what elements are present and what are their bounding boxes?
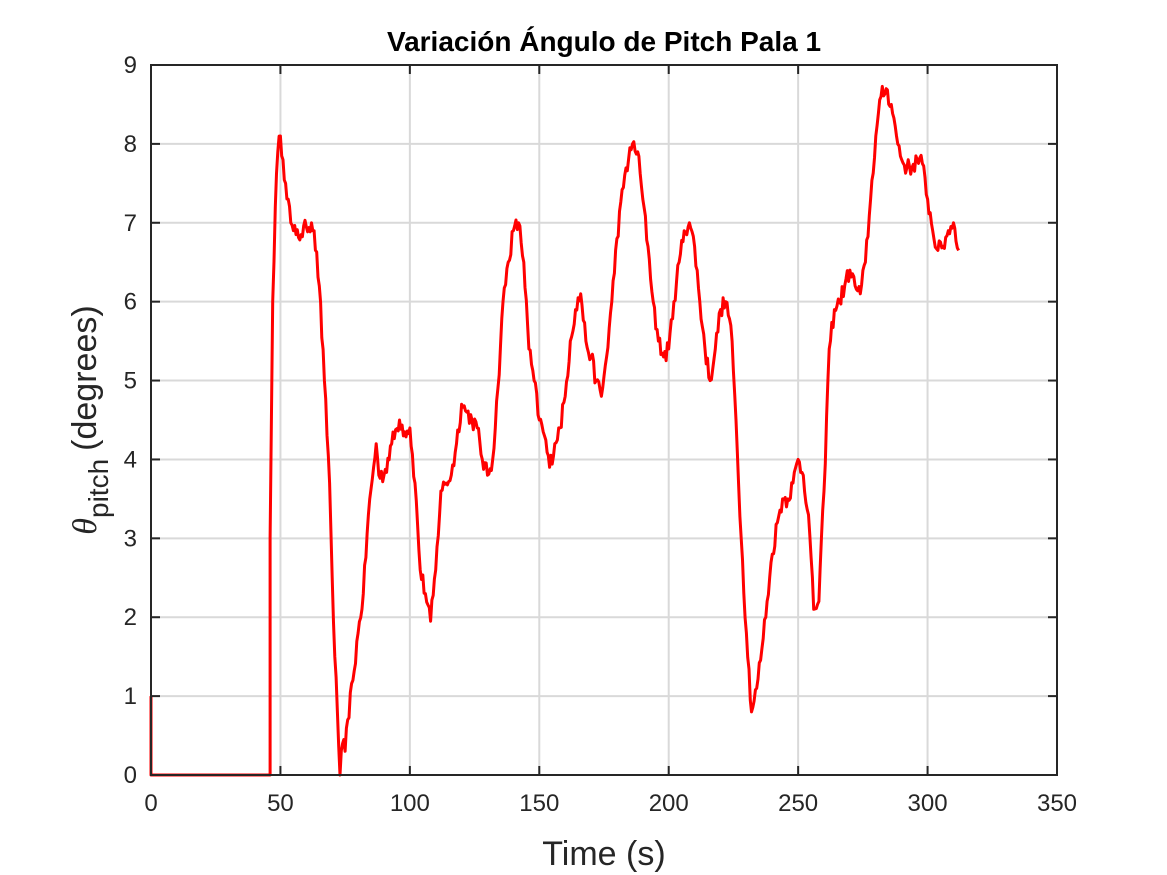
x-tick-label-0: 0 — [144, 790, 157, 817]
plot-area — [151, 65, 1057, 775]
ticks-group — [150, 64, 1058, 776]
x-tick-label-5: 250 — [778, 790, 818, 817]
y-tick-label-6: 6 — [124, 289, 137, 316]
y-tick-label-1: 1 — [124, 683, 137, 710]
y-axis-label: θpitch (degrees) — [66, 305, 114, 534]
y-tick-label-8: 8 — [124, 131, 137, 158]
x-axis-label: Time (s) — [542, 835, 665, 873]
x-tick-label-1: 50 — [267, 790, 294, 817]
series-group — [149, 84, 960, 777]
tick-labels-group: 0 50 100 150 200 250 300 350 0 1 2 3 4 5 6 7 8 9 — [124, 52, 1077, 817]
x-tick-label-4: 200 — [649, 790, 689, 817]
y-axis-symbol: θ — [67, 518, 104, 535]
x-tick-label-2: 100 — [390, 790, 430, 817]
y-tick-label-2: 2 — [124, 604, 137, 631]
y-axis-unit: (degrees) — [66, 305, 104, 451]
axes-frame — [150, 64, 1058, 776]
x-tick-label-7: 350 — [1037, 790, 1077, 817]
y-tick-label-0: 0 — [124, 762, 137, 789]
y-tick-label-5: 5 — [124, 368, 137, 395]
axes-box — [150, 64, 1058, 776]
x-tick-label-6: 300 — [908, 790, 948, 817]
series-line-0 — [149, 84, 960, 777]
y-tick-label-7: 7 — [124, 210, 137, 237]
y-tick-label-4: 4 — [124, 446, 137, 473]
y-tick-label-9: 9 — [124, 52, 137, 79]
y-axis-subscript: pitch — [83, 459, 114, 518]
x-tick-label-3: 150 — [519, 790, 559, 817]
chart-title: Variación Ángulo de Pitch Pala 1 — [387, 26, 821, 57]
y-tick-label-3: 3 — [124, 525, 137, 552]
